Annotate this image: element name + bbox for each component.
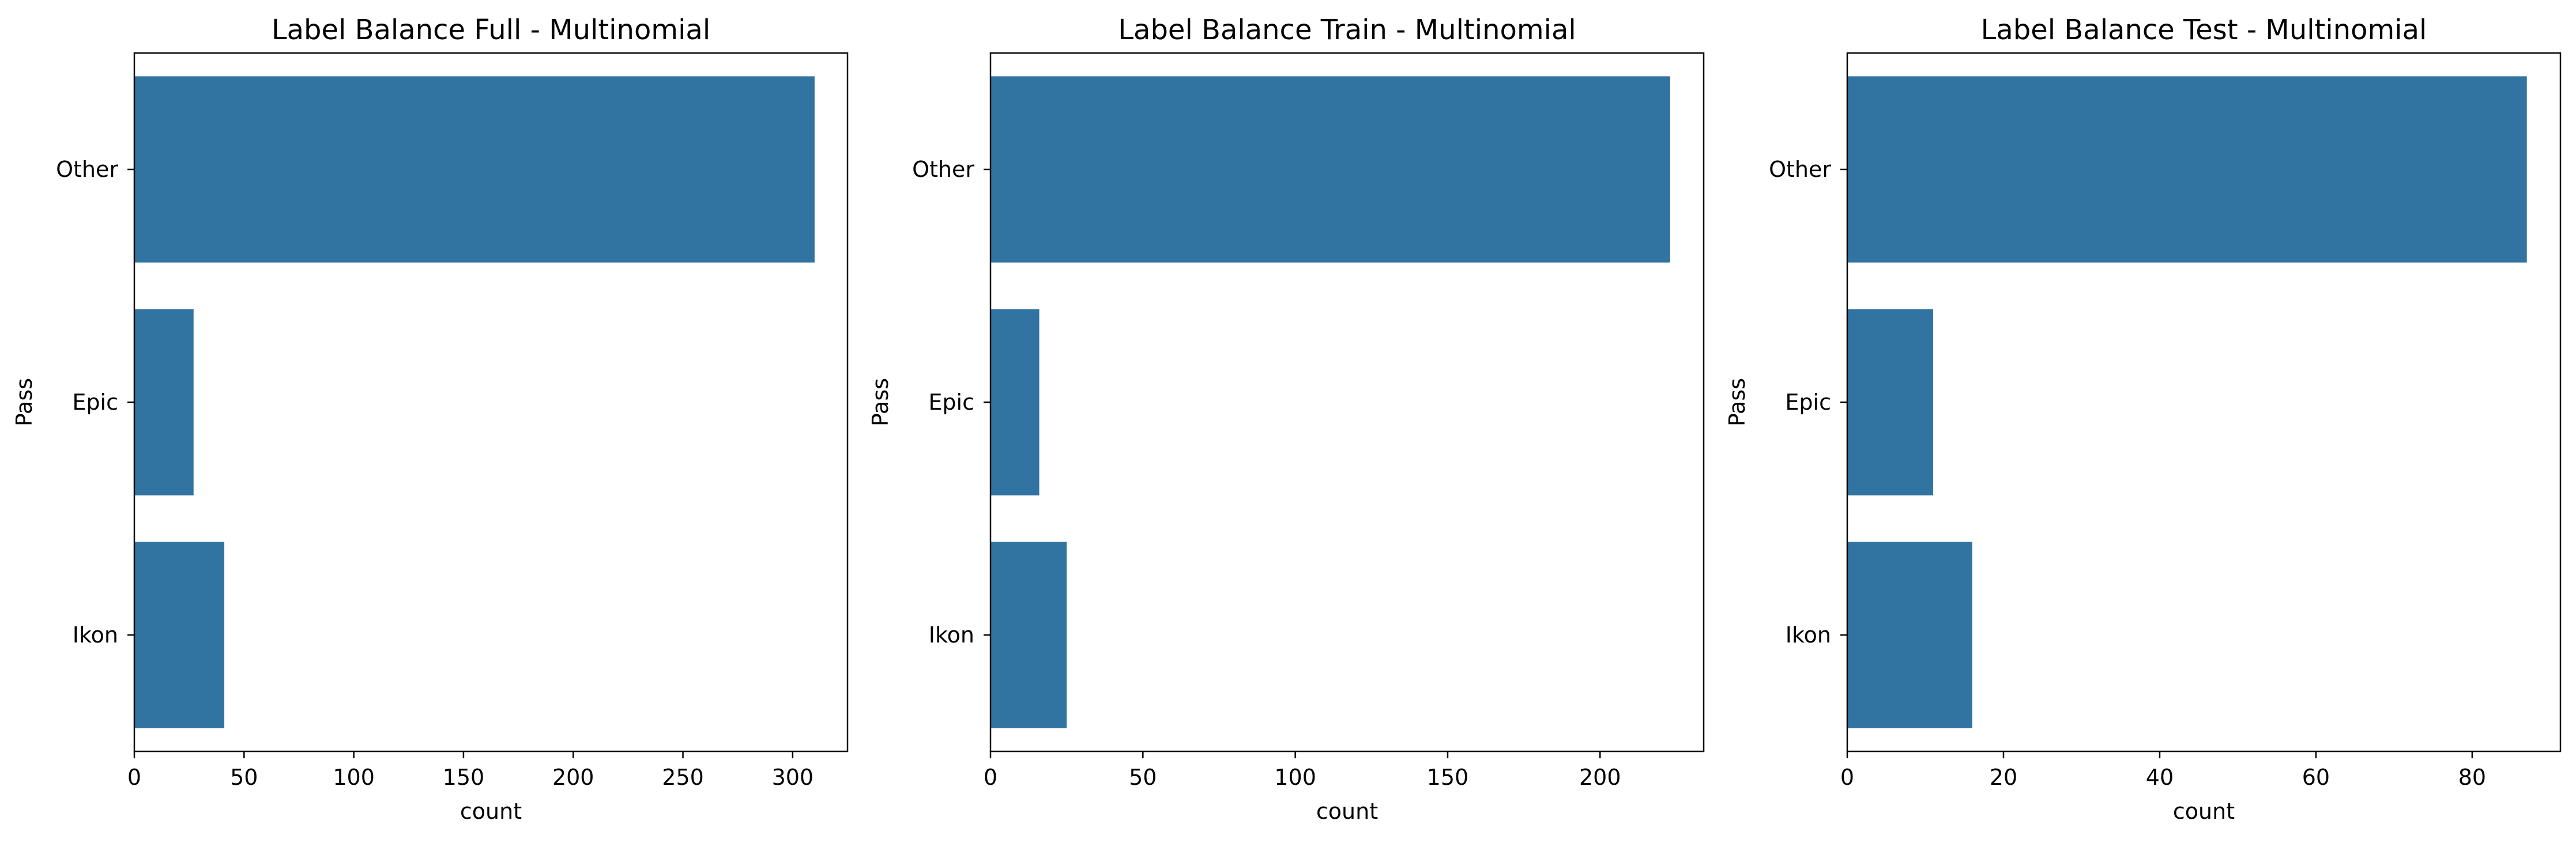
y-tick-label-ikon: Ikon [73, 622, 118, 648]
bar-epic [991, 309, 1040, 496]
chart-title: Label Balance Full - Multinomial [272, 14, 710, 46]
x-tick-label: 100 [1274, 765, 1316, 790]
x-tick-label: 0 [984, 765, 997, 790]
bar-ikon [1847, 542, 1972, 728]
x-axis-label: count [1316, 799, 1378, 824]
y-tick-label-epic: Epic [72, 390, 118, 415]
chart-panel-2: Other Epic Ikon 0 50 100 150 200 Label Balance T… [868, 14, 1705, 824]
chart-title: Label Balance Train - Multinomial [1118, 14, 1576, 46]
x-tick-label: 40 [2146, 765, 2174, 790]
y-tick-label-ikon: Ikon [1786, 622, 1831, 648]
x-tick-label: 20 [1990, 765, 2017, 790]
chart-panel-3: Other Epic Ikon 0 20 40 60 80 Label Balance Test… [1724, 14, 2562, 824]
y-axis-label: Pass [12, 378, 37, 426]
x-tick-label: 60 [2302, 765, 2330, 790]
x-tick-label: 150 [443, 765, 485, 790]
y-tick-label-ikon: Ikon [929, 622, 974, 648]
x-tick-label: 200 [1579, 765, 1621, 790]
x-tick-label: 50 [1129, 765, 1157, 790]
bar-other [134, 76, 815, 263]
chart-title: Label Balance Test - Multinomial [1981, 14, 2427, 46]
bar-ikon [134, 542, 225, 728]
y-tick-label-other: Other [912, 157, 974, 182]
bar-ikon [991, 542, 1067, 728]
y-tick-label-epic: Epic [928, 390, 974, 415]
x-axis-label: count [460, 799, 522, 824]
bar-epic [1847, 309, 1934, 496]
x-tick-label: 80 [2458, 765, 2486, 790]
x-tick-label: 250 [662, 765, 704, 790]
chart-panel-1: Other Epic Ikon 0 50 100 150 200 250 300 Label Bal… [12, 14, 849, 824]
bar-other [1847, 76, 2527, 263]
x-tick-label: 200 [552, 765, 594, 790]
y-axis-label: Pass [1724, 378, 1750, 426]
bar-other [991, 76, 1670, 263]
x-tick-label: 100 [333, 765, 375, 790]
y-tick-label-other: Other [56, 157, 118, 182]
bar-epic [134, 309, 194, 496]
y-tick-label-epic: Epic [1785, 390, 1831, 415]
x-tick-label: 50 [230, 765, 258, 790]
y-axis-label: Pass [868, 378, 893, 426]
x-tick-label: 150 [1427, 765, 1469, 790]
x-tick-label: 0 [1840, 765, 1854, 790]
x-tick-label: 0 [127, 765, 141, 790]
x-tick-label: 300 [772, 765, 814, 790]
y-tick-label-other: Other [1769, 157, 1831, 182]
x-axis-label: count [2173, 799, 2235, 824]
